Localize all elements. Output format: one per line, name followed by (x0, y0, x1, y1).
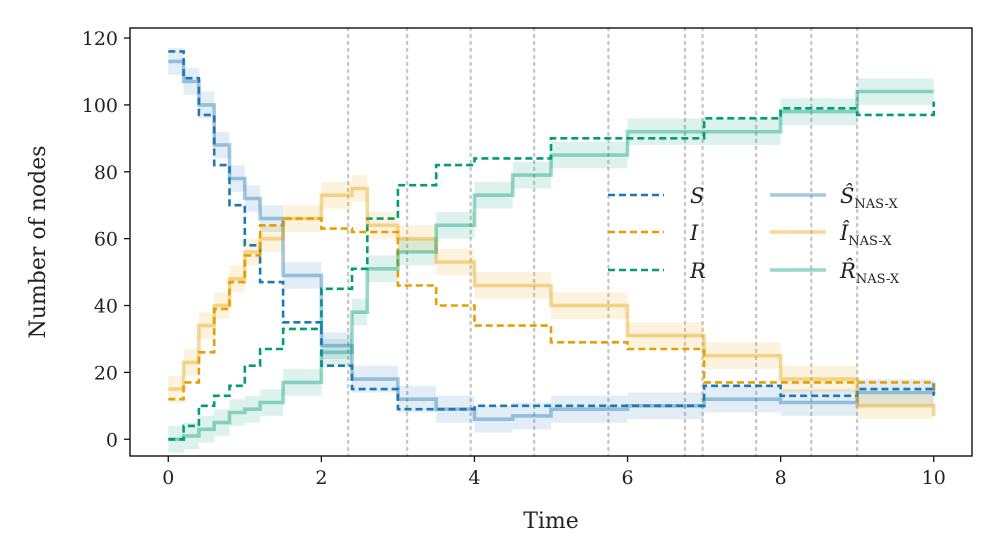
y-tick-label: 80 (94, 162, 118, 184)
legend-label-0: S (690, 184, 704, 208)
x-axis-title: Time (523, 509, 579, 534)
y-axis-title: Number of nodes (26, 145, 51, 338)
x-tick-label: 10 (922, 467, 946, 489)
legend-label-5: R̂NAS-X (839, 259, 900, 287)
legend: SIR ŜNAS-X ÎNAS-X R̂NAS-X (608, 183, 900, 287)
x-tick-label: 2 (315, 467, 327, 489)
series-line-5 (168, 89, 934, 442)
series-line-4 (168, 186, 936, 416)
plot-frame (129, 27, 973, 457)
series-line-0 (168, 50, 935, 411)
y-tick-label: 100 (82, 95, 118, 117)
series-line-2 (168, 101, 935, 441)
series-lines (168, 50, 936, 442)
x-axis: 0 2 4 6 8 10 (162, 456, 946, 489)
y-tick-label: 40 (94, 296, 118, 318)
x-tick-label: 0 (162, 467, 174, 489)
y-tick-label: 120 (82, 28, 118, 50)
legend-label-2: R (689, 259, 706, 283)
plot-area (168, 26, 936, 458)
legend-label-1: I (689, 221, 699, 245)
legend-subscript-3: NAS-X (854, 197, 898, 212)
series-line-3 (168, 59, 936, 421)
series-line-1 (168, 217, 935, 401)
x-tick-label: 8 (775, 467, 787, 489)
legend-label-3: ŜNAS-X (840, 183, 898, 212)
y-tick-label: 0 (106, 429, 118, 451)
y-tick-label: 20 (94, 362, 118, 384)
band-series-4 (168, 175, 934, 430)
x-tick-label: 4 (468, 467, 480, 489)
x-tick-label: 6 (621, 467, 633, 489)
legend-label-4: ÎNAS-X (839, 221, 892, 249)
legend-subscript-5: NAS-X (856, 272, 900, 287)
y-tick-label: 60 (94, 229, 118, 251)
y-axis: 0 20 40 60 80 100 120 (82, 28, 130, 451)
legend-subscript-4: NAS-X (848, 234, 892, 249)
